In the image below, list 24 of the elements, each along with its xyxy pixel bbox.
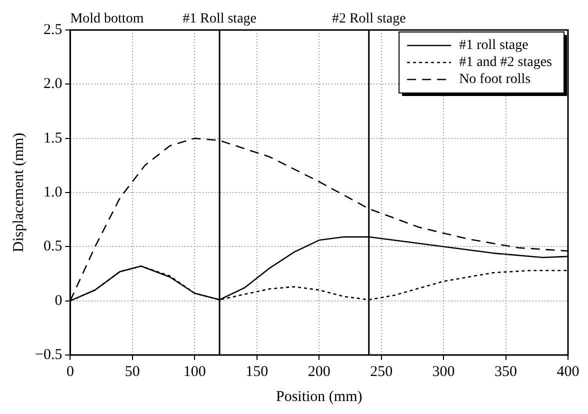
y-tick-label: −0.5 xyxy=(34,346,62,363)
x-axis-title: Position (mm) xyxy=(276,388,362,405)
x-tick-label: 100 xyxy=(183,364,206,380)
y-tick-label: 0 xyxy=(54,292,62,309)
x-tick-label: 0 xyxy=(66,364,74,380)
ref-line-label: #2 Roll stage xyxy=(332,12,406,27)
x-tick-label: 350 xyxy=(494,364,518,380)
y-tick-label: 1.0 xyxy=(43,184,62,200)
legend-label: No foot rolls xyxy=(459,72,531,88)
x-tick-label: 200 xyxy=(308,364,330,380)
y-tick-label: 0.5 xyxy=(43,238,62,255)
legend-label: #1 roll stage xyxy=(459,38,528,54)
ref-line-label: Mold bottom xyxy=(70,12,144,27)
x-tick-label: 250 xyxy=(370,364,393,380)
x-tick-label: 50 xyxy=(124,364,140,380)
y-axis-title: Displacement (mm) xyxy=(10,132,27,252)
y-tick-label: 1.5 xyxy=(43,130,62,146)
x-tick-label: 150 xyxy=(246,364,268,380)
legend-label: #1 and #2 stages xyxy=(459,55,552,70)
x-tick-label: 400 xyxy=(556,364,580,380)
ref-line-label: #1 Roll stage xyxy=(182,12,256,27)
y-tick-label: 2.0 xyxy=(43,76,62,92)
y-tick-label: 2.5 xyxy=(43,22,62,38)
x-tick-label: 300 xyxy=(432,364,455,380)
